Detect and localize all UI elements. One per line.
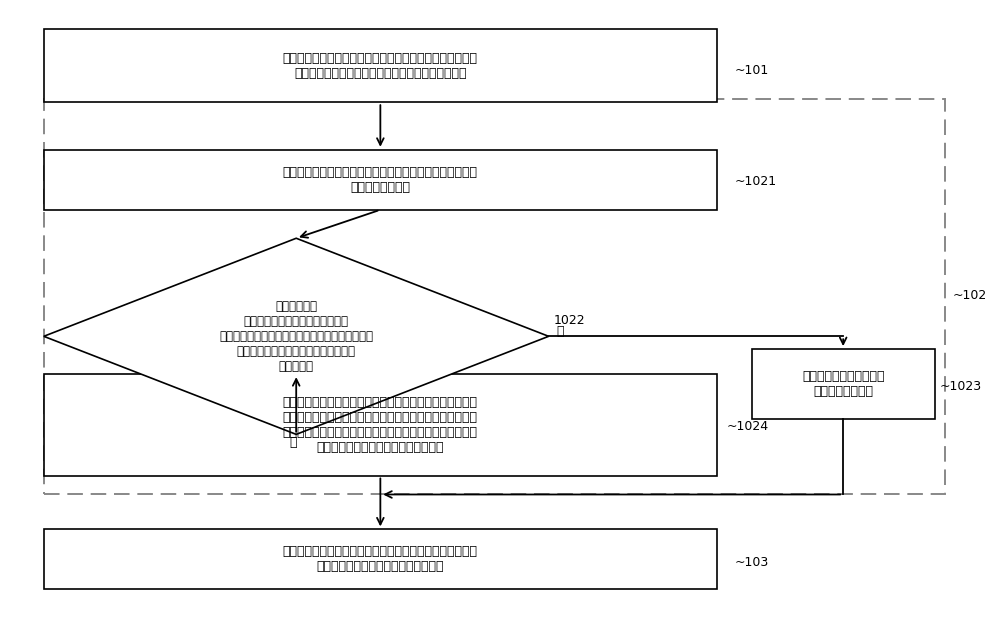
Text: 根据光放大器的物理参数预设值计算光放大器的增益输出谱
和噪声指数输出谱: 根据光放大器的物理参数预设值计算光放大器的增益输出谱 和噪声指数输出谱 <box>283 166 478 194</box>
Text: ~1023: ~1023 <box>940 380 982 394</box>
Text: ~103: ~103 <box>735 556 769 569</box>
FancyBboxPatch shape <box>44 150 717 210</box>
FancyBboxPatch shape <box>44 374 717 476</box>
Text: 更新物理参数预设值，直到根据物理参数预设值计算得到的
增益输出谱和噪声指数输出谱与增益参考谱增益和噪声指数
参考谱之间的误差均小于预设的精度阈值，并将更新后的物: 更新物理参数预设值，直到根据物理参数预设值计算得到的 增益输出谱和噪声指数输出谱… <box>283 396 478 454</box>
Text: 根据光放大器的物理参数、业务波长、输入光功率和输入光
信噪比对光放大器的性能参数进行仿真: 根据光放大器的物理参数、业务波长、输入光功率和输入光 信噪比对光放大器的性能参数… <box>283 545 478 573</box>
Text: ~101: ~101 <box>735 64 769 77</box>
Text: 否: 否 <box>289 436 297 449</box>
Text: 根据光放大器的输入光功率和输出光功率，采集在满波输入
的情况下的光放大器的增益参考谱和噪声指数参考谱: 根据光放大器的输入光功率和输出光功率，采集在满波输入 的情况下的光放大器的增益参… <box>283 52 478 80</box>
Text: ~1024: ~1024 <box>727 420 769 433</box>
FancyBboxPatch shape <box>44 99 945 494</box>
Text: ~1021: ~1021 <box>735 175 777 188</box>
Text: 1022: 1022 <box>554 314 585 327</box>
FancyBboxPatch shape <box>44 29 717 102</box>
FancyBboxPatch shape <box>752 349 935 419</box>
FancyBboxPatch shape <box>44 529 717 589</box>
Text: 是: 是 <box>557 325 564 338</box>
Text: ~102: ~102 <box>953 288 987 302</box>
Text: 将物理参数预设值作为光
放大器的物理参数: 将物理参数预设值作为光 放大器的物理参数 <box>802 370 884 398</box>
Text: 判断增益输出
谱与增益参考谱之间的误差是否小
于预设的精度阈值，以及判断噪声指数输出谱与噪
声指数参考谱之间的误差是否小于预设
的精度阈值: 判断增益输出 谱与增益参考谱之间的误差是否小 于预设的精度阈值，以及判断噪声指数… <box>219 300 373 373</box>
Polygon shape <box>44 238 549 435</box>
